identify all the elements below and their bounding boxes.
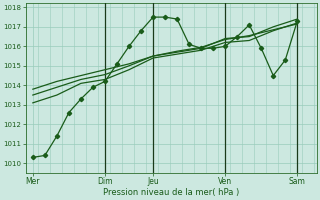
X-axis label: Pression niveau de la mer( hPa ): Pression niveau de la mer( hPa ) [103,188,239,197]
